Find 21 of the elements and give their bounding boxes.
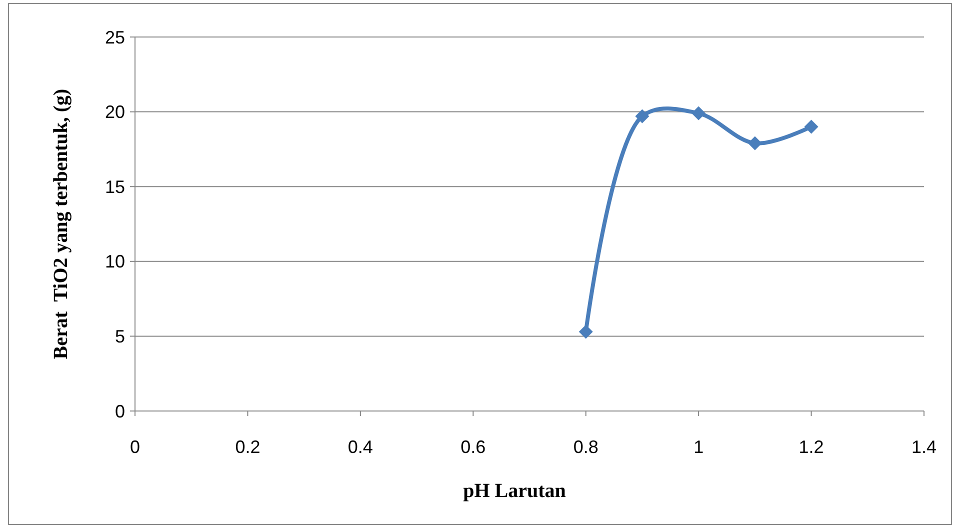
point — [748, 136, 762, 150]
y-tick-label: 15 — [104, 176, 125, 197]
x-axis-title: pH Larutan — [463, 480, 566, 502]
y-axis-title: Berat TiO2 yang terbentuk, (g) — [50, 88, 72, 360]
point — [804, 120, 818, 134]
y-tick-label: 5 — [114, 326, 125, 346]
x-tick-label: 0.4 — [348, 437, 373, 457]
x-tick-label: 0 — [130, 437, 140, 457]
x-tick-label: 1 — [694, 437, 704, 457]
point — [578, 324, 593, 339]
x-tick-label: 0.8 — [573, 437, 598, 457]
y-tick-label: 20 — [104, 102, 125, 122]
x-tick-label: 0.6 — [460, 437, 486, 457]
x-tick-label: 0.2 — [235, 437, 260, 457]
point — [635, 109, 650, 124]
point — [692, 106, 706, 120]
y-tick-label: 0 — [114, 401, 125, 422]
x-tick-label: 1.4 — [911, 437, 937, 457]
y-tick-label: 10 — [104, 252, 125, 272]
x-tick-label: 1.2 — [798, 437, 824, 457]
y-tick-label: 25 — [104, 27, 125, 48]
